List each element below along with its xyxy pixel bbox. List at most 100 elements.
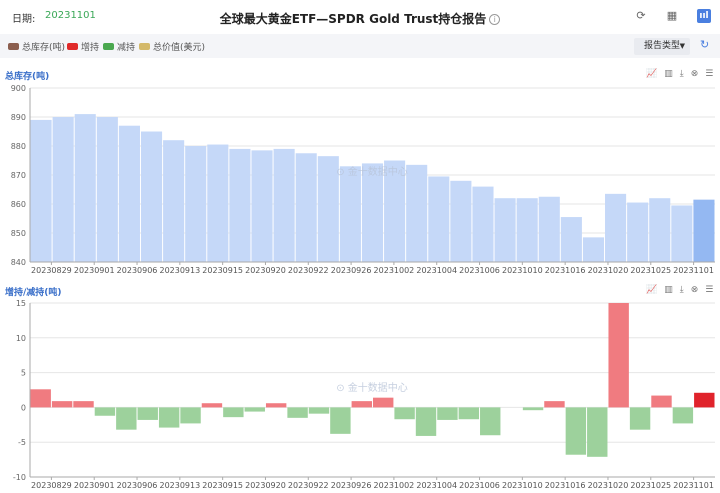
report-type-select[interactable]: 报告类型 ▼ — [634, 38, 690, 55]
bar — [415, 407, 437, 436]
bar — [295, 153, 317, 262]
info-icon[interactable]: i — [489, 14, 501, 25]
x-tick-label: 20230913 — [159, 266, 200, 275]
x-tick-label: 20231025 — [630, 481, 671, 490]
y-tick-label: 890 — [11, 113, 26, 122]
data-view-icon[interactable]: ☰ — [705, 69, 714, 79]
bar — [201, 403, 223, 408]
y-tick-label: 840 — [11, 258, 26, 267]
grid-icon[interactable]: ▦ — [666, 9, 678, 22]
x-tick-label: 20231004 — [416, 266, 457, 275]
x-tick-label: 20231010 — [502, 266, 543, 275]
download-icon[interactable]: ⤓ — [679, 69, 684, 79]
bar — [94, 407, 116, 416]
bar — [273, 148, 295, 262]
bar — [244, 407, 265, 412]
x-tick-label: 20230915 — [202, 481, 243, 490]
refresh-icon[interactable]: ⟳ — [636, 9, 646, 22]
y-tick-label: 15 — [16, 299, 26, 308]
bar — [180, 407, 201, 424]
bar-chart-icon[interactable]: ▥ — [664, 69, 673, 79]
bar — [582, 237, 605, 262]
x-tick-label: 20231002 — [374, 266, 415, 275]
bar — [207, 144, 229, 262]
bar — [317, 156, 339, 262]
x-tick-label: 20230922 — [288, 266, 329, 275]
bar — [565, 407, 587, 455]
header: 日期: 20231101 全球最大黄金ETF—SPDR Gold Trust持仓… — [0, 0, 720, 34]
y-tick-label: -10 — [13, 473, 26, 482]
x-tick-label: 20230926 — [331, 481, 372, 490]
bar — [52, 117, 74, 262]
line-chart-icon[interactable]: 📈 — [646, 285, 658, 295]
x-tick-label: 20231020 — [588, 266, 629, 275]
bar — [265, 403, 287, 408]
legend-item[interactable]: 总价值(美元) — [139, 40, 205, 53]
bar — [649, 198, 671, 262]
x-tick-label: 20230920 — [245, 481, 286, 490]
legend-label: 增持 — [81, 43, 100, 53]
bar — [384, 160, 406, 262]
chevron-down-icon: ▼ — [679, 42, 685, 50]
x-tick-label: 20230829 — [31, 266, 72, 275]
legend-item[interactable]: 增持 — [67, 40, 99, 53]
bar — [361, 163, 384, 262]
bar — [480, 407, 501, 436]
line-chart-icon[interactable]: 📈 — [646, 69, 658, 79]
chart-icon[interactable]: ııl — [697, 9, 711, 23]
change-chart-title: 增持/减持(吨) — [5, 288, 62, 298]
bar — [437, 407, 458, 420]
legend-item[interactable]: 减持 — [103, 40, 135, 53]
bar — [116, 407, 137, 430]
bar — [394, 407, 415, 420]
bar — [694, 392, 715, 408]
bar — [651, 395, 672, 408]
download-icon[interactable]: ⤓ — [679, 285, 684, 295]
bar — [560, 217, 582, 262]
x-tick-label: 20231006 — [459, 481, 500, 490]
page-title-text: 全球最大黄金ETF—SPDR Gold Trust持仓报告 — [219, 12, 487, 26]
y-tick-label: 880 — [11, 142, 26, 151]
y-tick-label: -5 — [18, 438, 26, 447]
date-value[interactable]: 20231101 — [45, 10, 96, 21]
bar — [185, 146, 207, 262]
bar — [287, 407, 308, 418]
bar — [163, 140, 185, 262]
close-icon[interactable]: ⊗ — [690, 69, 699, 79]
bar — [671, 205, 693, 262]
legend-item[interactable]: 总库存(吨) — [8, 40, 65, 53]
bar — [339, 166, 361, 262]
close-icon[interactable]: ⊗ — [690, 285, 699, 295]
data-view-icon[interactable]: ☰ — [705, 285, 714, 295]
reload-icon[interactable]: ↻ — [700, 38, 710, 51]
bar — [587, 407, 608, 457]
bar — [672, 407, 694, 424]
bar — [118, 125, 140, 262]
legend-swatch — [67, 43, 78, 50]
page-title: 全球最大黄金ETF—SPDR Gold Trust持仓报告 i — [0, 10, 720, 27]
bar-chart-icon[interactable]: ▥ — [664, 285, 673, 295]
bar — [450, 180, 472, 262]
bar — [472, 186, 494, 262]
bar — [351, 401, 372, 408]
x-tick-label: 20230906 — [117, 266, 158, 275]
bar — [608, 303, 629, 408]
date-label: 日期: — [12, 14, 36, 25]
change-chart-toolbar: 📈 ▥ ⤓ ⊗ ☰ — [646, 285, 713, 295]
bar — [73, 401, 94, 408]
x-tick-label: 20231016 — [545, 266, 586, 275]
x-tick-label: 20230901 — [74, 266, 115, 275]
y-tick-label: 850 — [11, 229, 26, 238]
inventory-chart-title: 总库存(吨) — [5, 72, 50, 82]
bar — [605, 193, 627, 262]
report-type-label: 报告类型 — [644, 41, 681, 51]
watermark: ⊙ 金十数据中心 — [336, 381, 408, 394]
bar — [308, 407, 330, 414]
bar — [51, 401, 73, 408]
bar — [137, 407, 158, 420]
y-tick-label: 5 — [21, 369, 26, 378]
watermark: ⊙ 金十数据中心 — [336, 165, 408, 178]
y-tick-label: 900 — [11, 84, 26, 93]
